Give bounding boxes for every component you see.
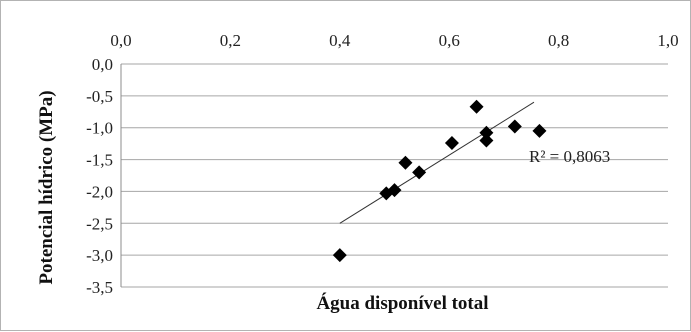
data-point [332, 248, 347, 263]
y-tick-label: -2,0 [86, 182, 113, 201]
data-point [444, 136, 459, 151]
x-tick-label: 0,2 [220, 31, 241, 50]
data-point [507, 119, 522, 134]
r-squared-label: R² = 0,8063 [529, 147, 610, 166]
y-tick-label: 0,0 [92, 55, 113, 74]
x-tick-label: 0,0 [110, 31, 131, 50]
grid-lines [120, 63, 668, 288]
x-tick-label: 0,4 [329, 31, 351, 50]
y-axis-title: Potencial hídrico (MPa) [36, 90, 57, 284]
x-tick-label: 0,6 [439, 31, 460, 50]
y-tick-label: -0,5 [86, 87, 113, 106]
data-point [479, 125, 494, 140]
y-tick-label: -3,0 [86, 246, 113, 265]
data-point [398, 155, 413, 170]
y-tick-label: -2,5 [86, 214, 113, 233]
data-point [412, 165, 427, 180]
y-tick-label: -1,0 [86, 119, 113, 138]
y-axis-ticks: 0,0 -0,5 -1,0 -1,5 -2,0 -2,5 -3,0 -3,5 [86, 55, 113, 297]
trendline [339, 101, 535, 224]
data-point [532, 123, 547, 138]
data-point [469, 99, 484, 114]
y-tick-label: -1,5 [86, 151, 113, 170]
x-tick-label: 0,8 [548, 31, 569, 50]
data-point [387, 183, 402, 198]
x-axis-title: Água disponível total [316, 292, 488, 314]
x-axis-ticks: 0,0 0,2 0,4 0,6 0,8 1,0 [110, 31, 678, 50]
y-tick-label: -3,5 [86, 278, 113, 297]
data-points [332, 99, 547, 263]
x-tick-label: 1,0 [657, 31, 678, 50]
data-point [479, 133, 494, 148]
